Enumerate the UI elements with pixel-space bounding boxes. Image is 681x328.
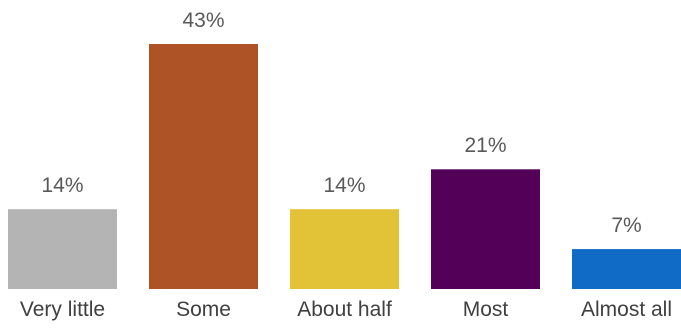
category-label-very-little: Very little bbox=[19, 298, 106, 321]
value-label-some: 43% bbox=[182, 9, 225, 32]
bar-very-little bbox=[8, 209, 117, 289]
bar-some bbox=[149, 44, 258, 289]
bar-about-half bbox=[290, 209, 399, 289]
bar-most bbox=[431, 169, 540, 289]
value-label-most: 21% bbox=[464, 134, 507, 158]
value-label-about-half: 14% bbox=[323, 174, 366, 198]
value-label-almost-all: 7% bbox=[611, 214, 642, 238]
category-label-almost-all: Almost all bbox=[580, 298, 673, 321]
value-label-very-little: 14% bbox=[41, 174, 84, 198]
category-label-some: Some bbox=[176, 298, 231, 321]
category-label-most: Most bbox=[462, 298, 509, 321]
category-label-about-half: About half bbox=[297, 298, 392, 321]
bar-almost-all bbox=[572, 249, 681, 289]
